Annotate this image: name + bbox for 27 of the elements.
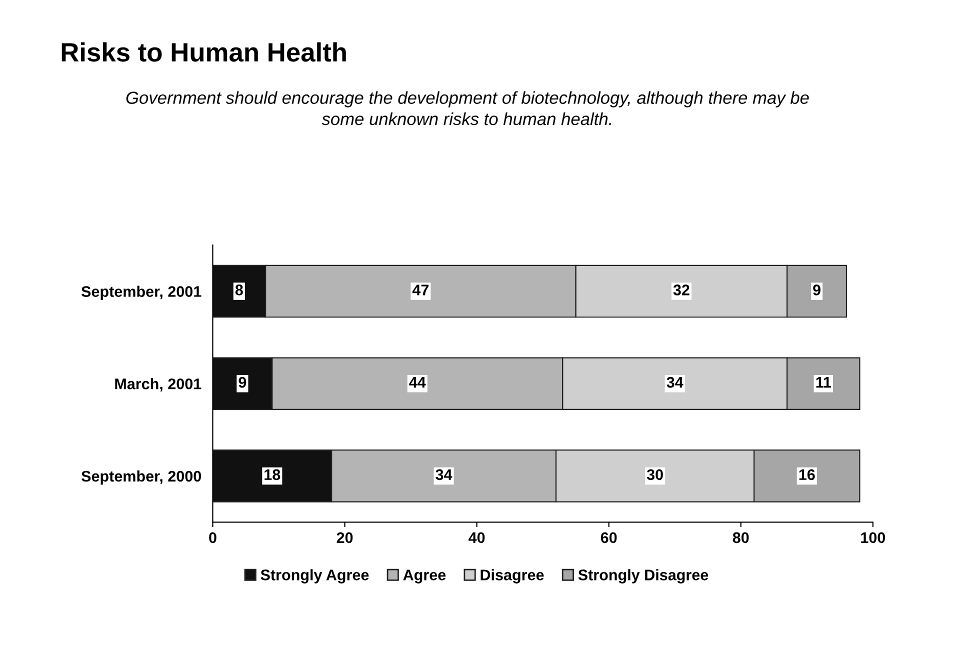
x-tick-label: 0 (209, 532, 216, 544)
chart-title: Risks to Human Health (62, 42, 346, 62)
data-label: 30 (646, 469, 663, 480)
legend-label: Strongly Agree (260, 569, 369, 584)
data-label: 47 (412, 284, 429, 296)
data-label: 44 (409, 377, 426, 388)
x-tick-label: 100 (861, 532, 886, 544)
y-tick-label: September, 2001 (81, 286, 202, 300)
y-tick-label: March, 2001 (115, 378, 202, 392)
x-tick-label: 60 (600, 532, 617, 544)
legend-label: Agree (403, 570, 446, 584)
data-label: 11 (816, 377, 832, 388)
x-tick-label: 80 (732, 532, 749, 544)
data-label: 32 (673, 284, 690, 296)
x-tick-label: 20 (336, 532, 353, 544)
data-label: 34 (436, 469, 452, 480)
legend-label: Disagree (480, 569, 544, 584)
data-label: 18 (264, 469, 280, 480)
legend-label: Strongly Disagree (578, 569, 708, 584)
data-label: 8 (235, 284, 243, 296)
data-label: 16 (799, 469, 815, 480)
y-tick-label: September, 2000 (81, 470, 202, 485)
data-label: 34 (666, 376, 684, 388)
data-label: 9 (813, 284, 820, 296)
x-tick-label: 40 (468, 532, 485, 544)
data-label: 9 (238, 376, 246, 388)
chart-subtitle: Government should encourage the development of biotechnology, although there may be some unknown risks to human health. (126, 91, 809, 126)
